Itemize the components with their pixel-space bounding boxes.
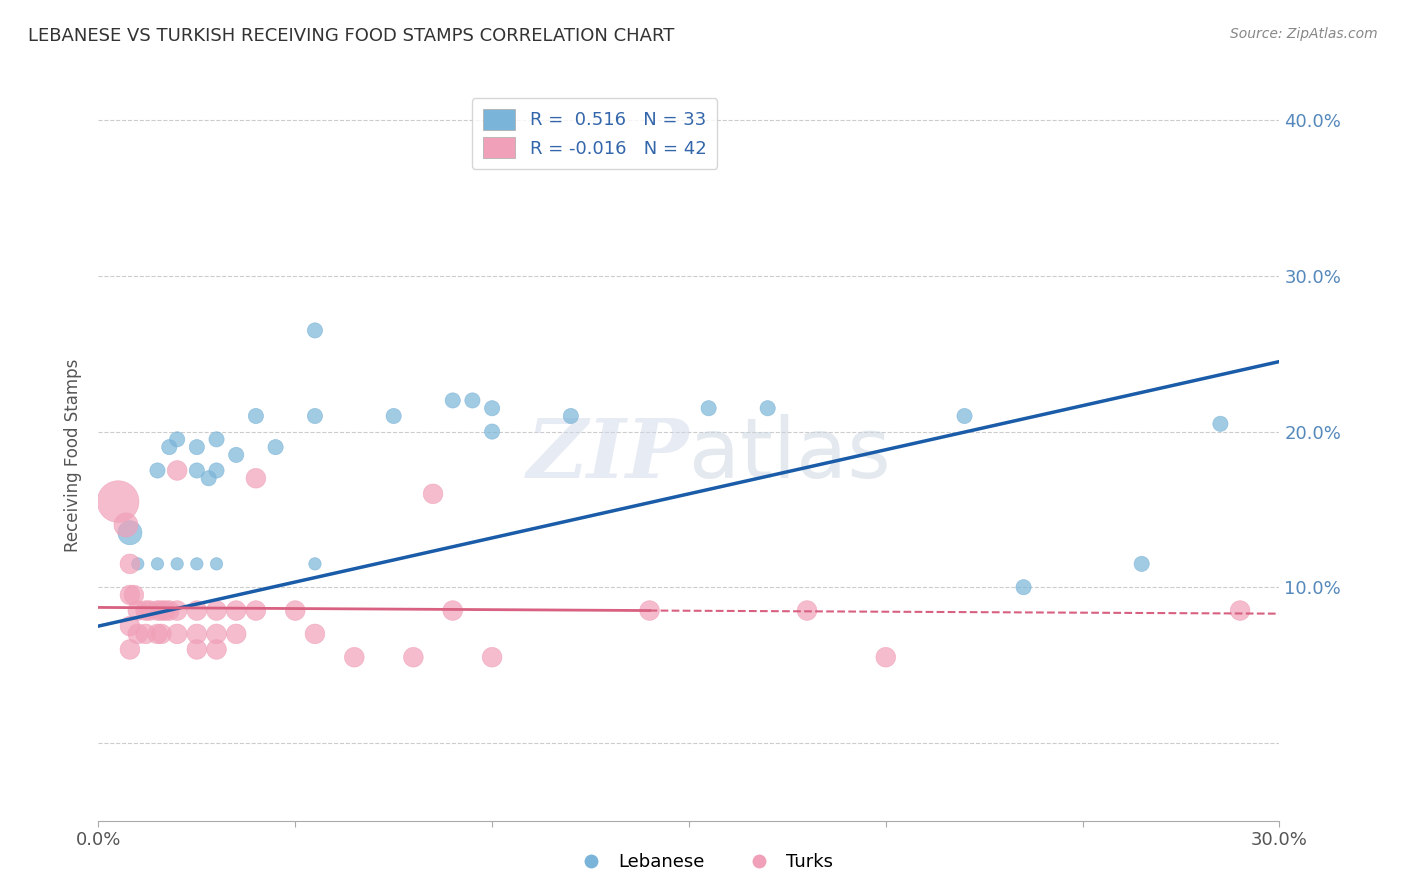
Point [304, 323, 326, 337]
Point [441, 393, 464, 408]
Point [225, 603, 247, 617]
Y-axis label: Receiving Food Stamps: Receiving Food Stamps [65, 359, 83, 551]
Point [118, 642, 141, 657]
Point [135, 627, 157, 641]
Point [796, 603, 818, 617]
Point [115, 518, 138, 533]
Legend: R =  0.516   N = 33, R = -0.016   N = 42: R = 0.516 N = 33, R = -0.016 N = 42 [472, 98, 717, 169]
Text: Source: ZipAtlas.com: Source: ZipAtlas.com [1230, 27, 1378, 41]
Point [284, 603, 307, 617]
Point [225, 627, 247, 641]
Point [343, 650, 366, 665]
Point [756, 401, 779, 416]
Point [422, 487, 444, 501]
Point [186, 463, 208, 477]
Point [402, 650, 425, 665]
Point [166, 603, 188, 617]
Point [118, 619, 141, 633]
Point [186, 603, 208, 617]
Point [1229, 603, 1251, 617]
Point [118, 557, 141, 571]
Point [441, 603, 464, 617]
Point [107, 494, 129, 508]
Point [146, 627, 169, 641]
Point [157, 440, 180, 454]
Point [146, 603, 169, 617]
Point [304, 409, 326, 423]
Point [146, 557, 169, 571]
Point [135, 603, 157, 617]
Point [304, 627, 326, 641]
Point [304, 557, 326, 571]
Point [186, 627, 208, 641]
Point [245, 409, 267, 423]
Point [205, 603, 228, 617]
Point [245, 603, 267, 617]
Point [118, 588, 141, 602]
Point [560, 409, 582, 423]
Text: ZIP: ZIP [526, 415, 689, 495]
Point [1209, 417, 1232, 431]
Point [225, 448, 247, 462]
Point [197, 471, 219, 485]
Text: LEBANESE VS TURKISH RECEIVING FOOD STAMPS CORRELATION CHART: LEBANESE VS TURKISH RECEIVING FOOD STAMP… [28, 27, 675, 45]
Point [697, 401, 720, 416]
Point [127, 603, 149, 617]
Point [146, 463, 169, 477]
Point [118, 525, 141, 540]
Point [166, 463, 188, 477]
Text: atlas: atlas [689, 415, 890, 495]
Point [481, 650, 503, 665]
Point [157, 603, 180, 617]
Point [1130, 557, 1153, 571]
Legend: Lebanese, Turks: Lebanese, Turks [565, 847, 841, 879]
Point [166, 627, 188, 641]
Point [186, 557, 208, 571]
Point [205, 642, 228, 657]
Point [166, 433, 188, 447]
Point [205, 433, 228, 447]
Point [186, 440, 208, 454]
Point [166, 557, 188, 571]
Point [122, 588, 145, 602]
Point [1012, 580, 1035, 594]
Point [205, 627, 228, 641]
Point [138, 603, 160, 617]
Point [382, 409, 405, 423]
Point [155, 603, 177, 617]
Point [127, 627, 149, 641]
Point [264, 440, 287, 454]
Point [875, 650, 897, 665]
Point [461, 393, 484, 408]
Point [205, 463, 228, 477]
Point [638, 603, 661, 617]
Point [481, 425, 503, 439]
Point [150, 627, 173, 641]
Point [953, 409, 976, 423]
Point [186, 642, 208, 657]
Point [127, 557, 149, 571]
Point [245, 471, 267, 485]
Point [205, 557, 228, 571]
Point [150, 603, 173, 617]
Point [481, 401, 503, 416]
